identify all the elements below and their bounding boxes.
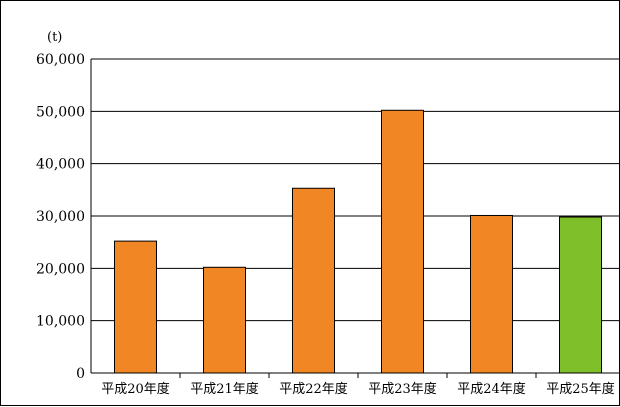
y-tick-label: 60,000	[36, 52, 85, 68]
bar-4	[381, 109, 424, 374]
bar-6	[559, 216, 602, 374]
bar-1	[114, 240, 157, 374]
y-tick-label: 10,000	[36, 314, 85, 330]
x-tick-label: 平成24年度	[457, 381, 526, 397]
bar-5	[470, 214, 513, 374]
bar-2	[203, 266, 246, 374]
y-tick-label: 0	[76, 366, 85, 382]
gridlines	[91, 58, 620, 322]
y-tick-labels: 0 10,000 20,000 30,000 40,000 50,000 60,000	[36, 52, 85, 382]
x-tick-label: 平成21年度	[190, 381, 259, 397]
x-tick-labels: 平成20年度 平成21年度 平成22年度 平成23年度 平成24年度 平成25年度	[101, 381, 615, 397]
y-tick-label: 50,000	[36, 104, 85, 120]
x-tick-label: 平成23年度	[368, 381, 437, 397]
bar-3	[292, 187, 335, 374]
y-tick-label: 30,000	[36, 209, 85, 225]
y-tick-label: 40,000	[36, 157, 85, 173]
x-tick-label: 平成22年度	[279, 381, 348, 397]
x-tick-label: 平成25年度	[546, 381, 615, 397]
y-unit-label: (t)	[47, 30, 62, 45]
axes	[90, 59, 620, 378]
x-tick-label: 平成20年度	[101, 381, 170, 397]
y-tick-label: 20,000	[36, 261, 85, 277]
bars	[114, 109, 602, 374]
